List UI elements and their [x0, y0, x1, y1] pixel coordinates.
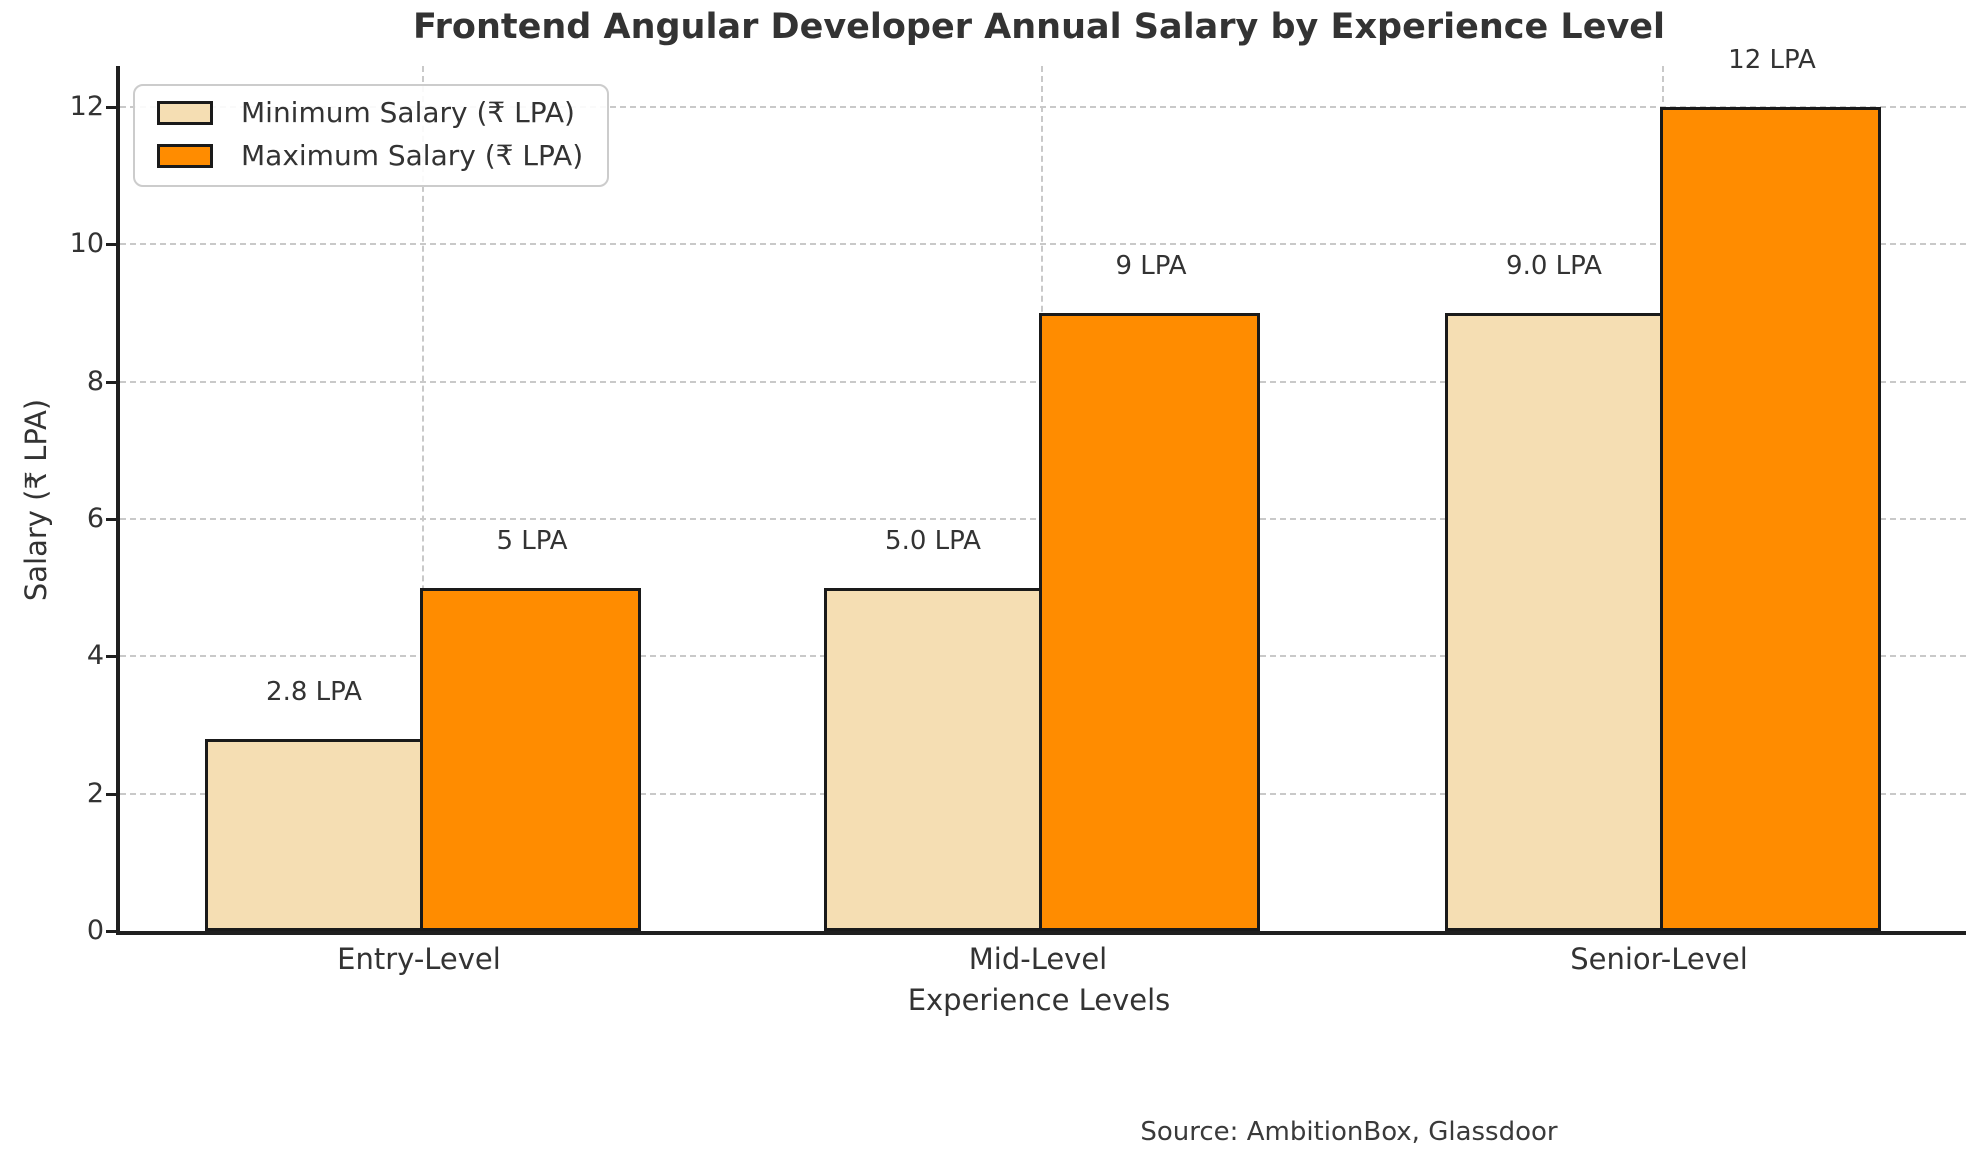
x-tick-label-mid-level: Mid-Level [968, 942, 1108, 976]
y-tick-mark-10 [106, 243, 116, 247]
value-label-minimum-mid-level: 5.0 LPA [885, 525, 981, 556]
y-tick-mark-6 [106, 518, 116, 522]
source-note: Source: AmbitionBox, Glassdoor [1140, 1117, 1558, 1147]
bar-value-labels-layer: 2.8 LPA 5.0 LPA 9.0 LPA 5 LPA 9 LPA 12 LPA [120, 47, 1966, 931]
y-tick-mark-12 [106, 106, 116, 110]
legend-label-minimum-salary: Minimum Salary (₹ LPA) [241, 96, 575, 129]
plot-area: 2.8 LPA 5.0 LPA 9.0 LPA 5 LPA 9 LPA 12 LPA Mi… [116, 47, 1966, 935]
bar-maximum-mid-level [1039, 313, 1260, 931]
legend: Minimum Salary (₹ LPA) Maximum Salary (₹… [133, 84, 610, 187]
y-tick-label-12: 12 [69, 91, 104, 123]
y-tick-mark-4 [106, 655, 116, 659]
gridline-y-12 [120, 106, 1966, 109]
y-tick-label-8: 8 [86, 365, 104, 397]
value-label-maximum-mid-level: 9 LPA [1115, 251, 1187, 282]
value-label-minimum-entry-level: 2.8 LPA [266, 676, 362, 707]
bar-minimum-mid-level [824, 588, 1042, 931]
y-tick-label-0: 0 [86, 915, 104, 946]
bar-maximum-senior-level [1660, 107, 1881, 931]
y-axis-label: Salary (₹ LPA) [19, 398, 53, 602]
x-tick-label-entry-level: Entry-Level [337, 942, 501, 976]
y-tick-label-2: 2 [86, 777, 104, 809]
chart-title: Frontend Angular Developer Annual Salary… [412, 7, 1666, 47]
legend-swatch-minimum-salary [157, 101, 213, 125]
y-tick-mark-2 [106, 792, 116, 796]
y-tick-label-10: 10 [69, 228, 104, 260]
value-label-maximum-entry-level: 5 LPA [496, 525, 568, 556]
x-axis-label: Experience Levels [907, 983, 1171, 1017]
legend-item-minimum-salary: Minimum Salary (₹ LPA) [157, 96, 583, 130]
bar-maximum-entry-level [420, 588, 641, 931]
gridline-x-entry-level [422, 66, 424, 931]
y-tick-mark-8 [106, 380, 116, 384]
bar-minimum-entry-level [205, 739, 423, 931]
value-label-minimum-senior-level: 9.0 LPA [1506, 251, 1602, 282]
x-tick-label-senior-level: Senior-Level [1570, 942, 1748, 976]
gridline-y-10 [120, 243, 1966, 246]
bars-layer [120, 66, 1966, 931]
y-tick-mark-0 [106, 930, 116, 933]
y-tick-label-4: 4 [86, 640, 104, 672]
legend-swatch-maximum-salary [157, 144, 213, 168]
bar-minimum-senior-level [1445, 313, 1663, 931]
legend-label-maximum-salary: Maximum Salary (₹ LPA) [241, 139, 584, 172]
legend-item-maximum-salary: Maximum Salary (₹ LPA) [157, 139, 583, 173]
value-label-maximum-senior-level: 12 LPA [1728, 45, 1816, 76]
y-tick-label-6: 6 [86, 503, 104, 535]
